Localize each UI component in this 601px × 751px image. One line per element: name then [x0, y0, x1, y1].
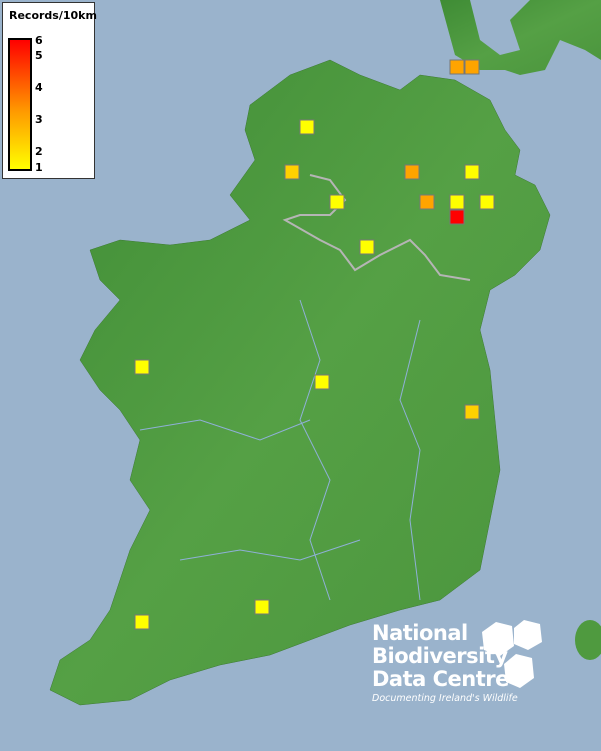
- logo-line: National: [372, 621, 468, 645]
- record-square[interactable]: [449, 194, 465, 210]
- record-square[interactable]: [464, 404, 480, 420]
- logo-line: Biodiversity: [372, 644, 508, 668]
- ireland-landmass: [49, 59, 551, 706]
- record-square[interactable]: [404, 164, 420, 180]
- logo-line: Data Centre: [372, 667, 509, 691]
- record-square[interactable]: [479, 194, 495, 210]
- record-square[interactable]: [134, 614, 150, 630]
- record-square[interactable]: [464, 59, 480, 75]
- record-square[interactable]: [284, 164, 300, 180]
- scotland-landmass: [440, 0, 601, 75]
- record-square[interactable]: [419, 194, 435, 210]
- record-square[interactable]: [254, 599, 270, 615]
- scotland-island: [575, 620, 601, 660]
- record-square[interactable]: [359, 239, 375, 255]
- record-square[interactable]: [329, 194, 345, 210]
- record-square[interactable]: [134, 359, 150, 375]
- record-square[interactable]: [449, 59, 465, 75]
- logo-hexagons-icon: [482, 620, 542, 688]
- legend-tick: 1: [35, 161, 43, 174]
- nbdc-logo: National Biodiversity Data Centre Docume…: [372, 620, 542, 704]
- record-square[interactable]: [314, 374, 330, 390]
- legend-color-scale: [8, 38, 32, 171]
- record-square[interactable]: [464, 164, 480, 180]
- legend: Records/10km 6 5 4 3 2 1: [2, 2, 97, 179]
- legend-tick: 6: [35, 34, 43, 47]
- legend-title: Records/10km: [9, 9, 97, 22]
- legend-tick: 5: [35, 49, 43, 62]
- legend-tick: 4: [35, 81, 43, 94]
- record-square[interactable]: [299, 119, 315, 135]
- record-square[interactable]: [449, 209, 465, 225]
- legend-tick: 3: [35, 113, 43, 126]
- logo-tagline: Documenting Ireland's Wildlife: [372, 693, 518, 704]
- county-boundaries: [139, 299, 421, 601]
- legend-tick: 2: [35, 145, 43, 158]
